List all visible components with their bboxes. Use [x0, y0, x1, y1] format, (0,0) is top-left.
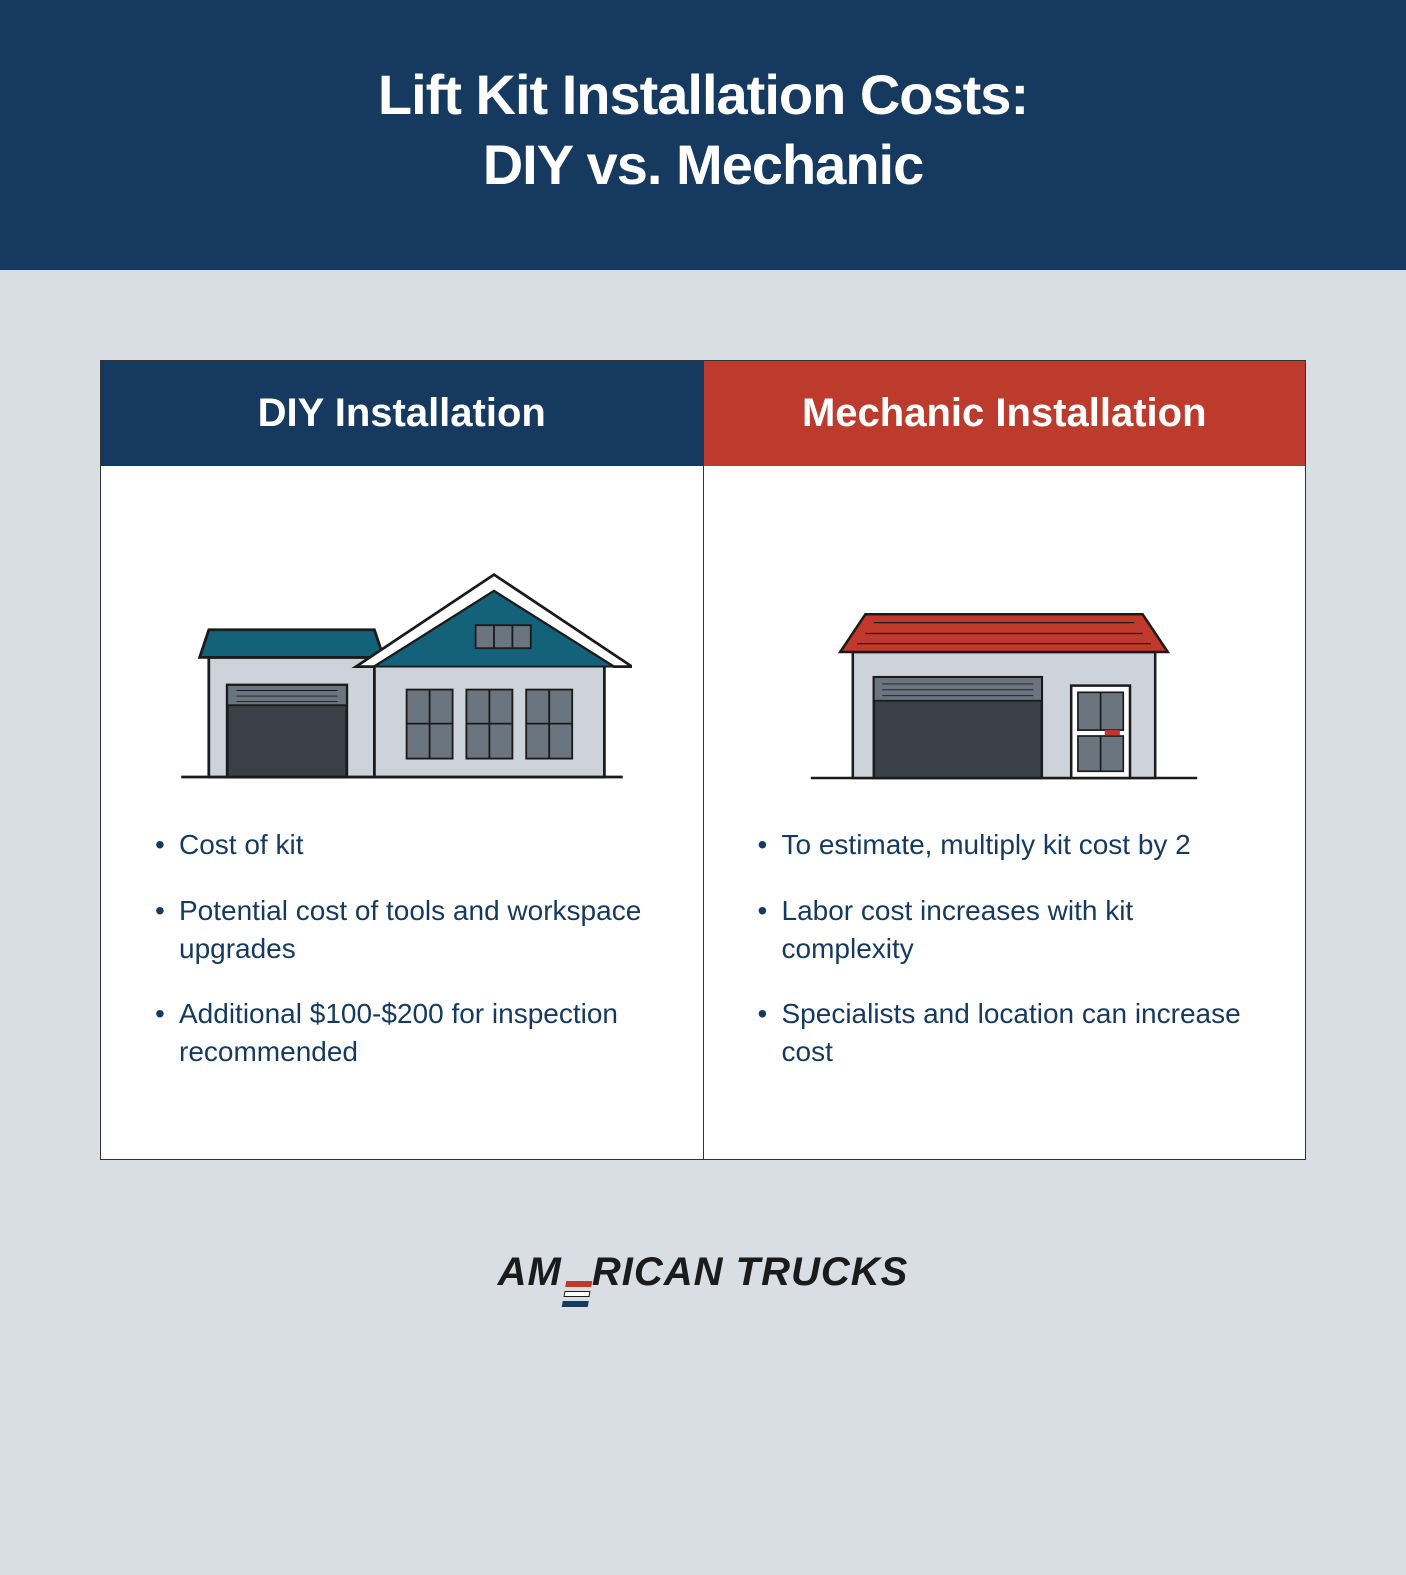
page-title: Lift Kit Installation Costs: DIY vs. Mec…: [40, 60, 1366, 200]
title-line-2: DIY vs. Mechanic: [483, 133, 924, 196]
title-header: Lift Kit Installation Costs: DIY vs. Mec…: [0, 0, 1406, 270]
mechanic-bullet-list: To estimate, multiply kit cost by 2 Labor…: [754, 826, 1256, 1071]
mechanic-panel: Mechanic Installation: [704, 361, 1306, 1159]
title-line-1: Lift Kit Installation Costs:: [378, 63, 1028, 126]
mechanic-panel-header: Mechanic Installation: [704, 361, 1306, 466]
bullet-item: Specialists and location can increase co…: [754, 995, 1256, 1071]
bullet-item: To estimate, multiply kit cost by 2: [754, 826, 1256, 864]
bullet-item: Additional $100-$200 for inspection reco…: [151, 995, 653, 1071]
logo-part-rest: RICAN TRUCKS: [592, 1250, 908, 1295]
mechanic-shop-icon: [754, 506, 1256, 786]
mechanic-panel-body: To estimate, multiply kit cost by 2 Labor…: [704, 466, 1306, 1159]
diy-bullet-list: Cost of kit Potential cost of tools and w…: [151, 826, 653, 1071]
diy-panel: DIY Installation: [101, 361, 704, 1159]
american-trucks-logo: AM RICAN TRUCKS: [498, 1250, 909, 1305]
bullet-item: Cost of kit: [151, 826, 653, 864]
comparison-panels: DIY Installation: [100, 360, 1306, 1160]
logo-part-am: AM: [498, 1250, 562, 1295]
diy-panel-header: DIY Installation: [101, 361, 703, 466]
house-garage-icon: [151, 506, 653, 786]
diy-panel-body: Cost of kit Potential cost of tools and w…: [101, 466, 703, 1159]
bullet-item: Labor cost increases with kit complexity: [754, 892, 1256, 968]
footer: AM RICAN TRUCKS: [0, 1250, 1406, 1305]
bullet-item: Potential cost of tools and workspace up…: [151, 892, 653, 968]
flag-stripes-icon: [562, 1281, 593, 1307]
